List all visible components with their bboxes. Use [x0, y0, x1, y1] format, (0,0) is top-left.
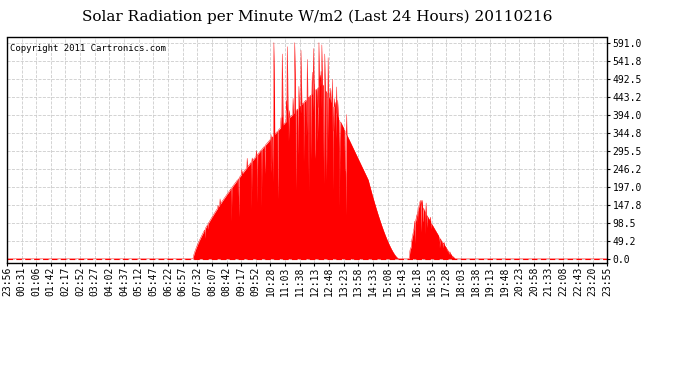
Text: Copyright 2011 Cartronics.com: Copyright 2011 Cartronics.com	[10, 44, 166, 53]
Text: Solar Radiation per Minute W/m2 (Last 24 Hours) 20110216: Solar Radiation per Minute W/m2 (Last 24…	[82, 9, 553, 24]
